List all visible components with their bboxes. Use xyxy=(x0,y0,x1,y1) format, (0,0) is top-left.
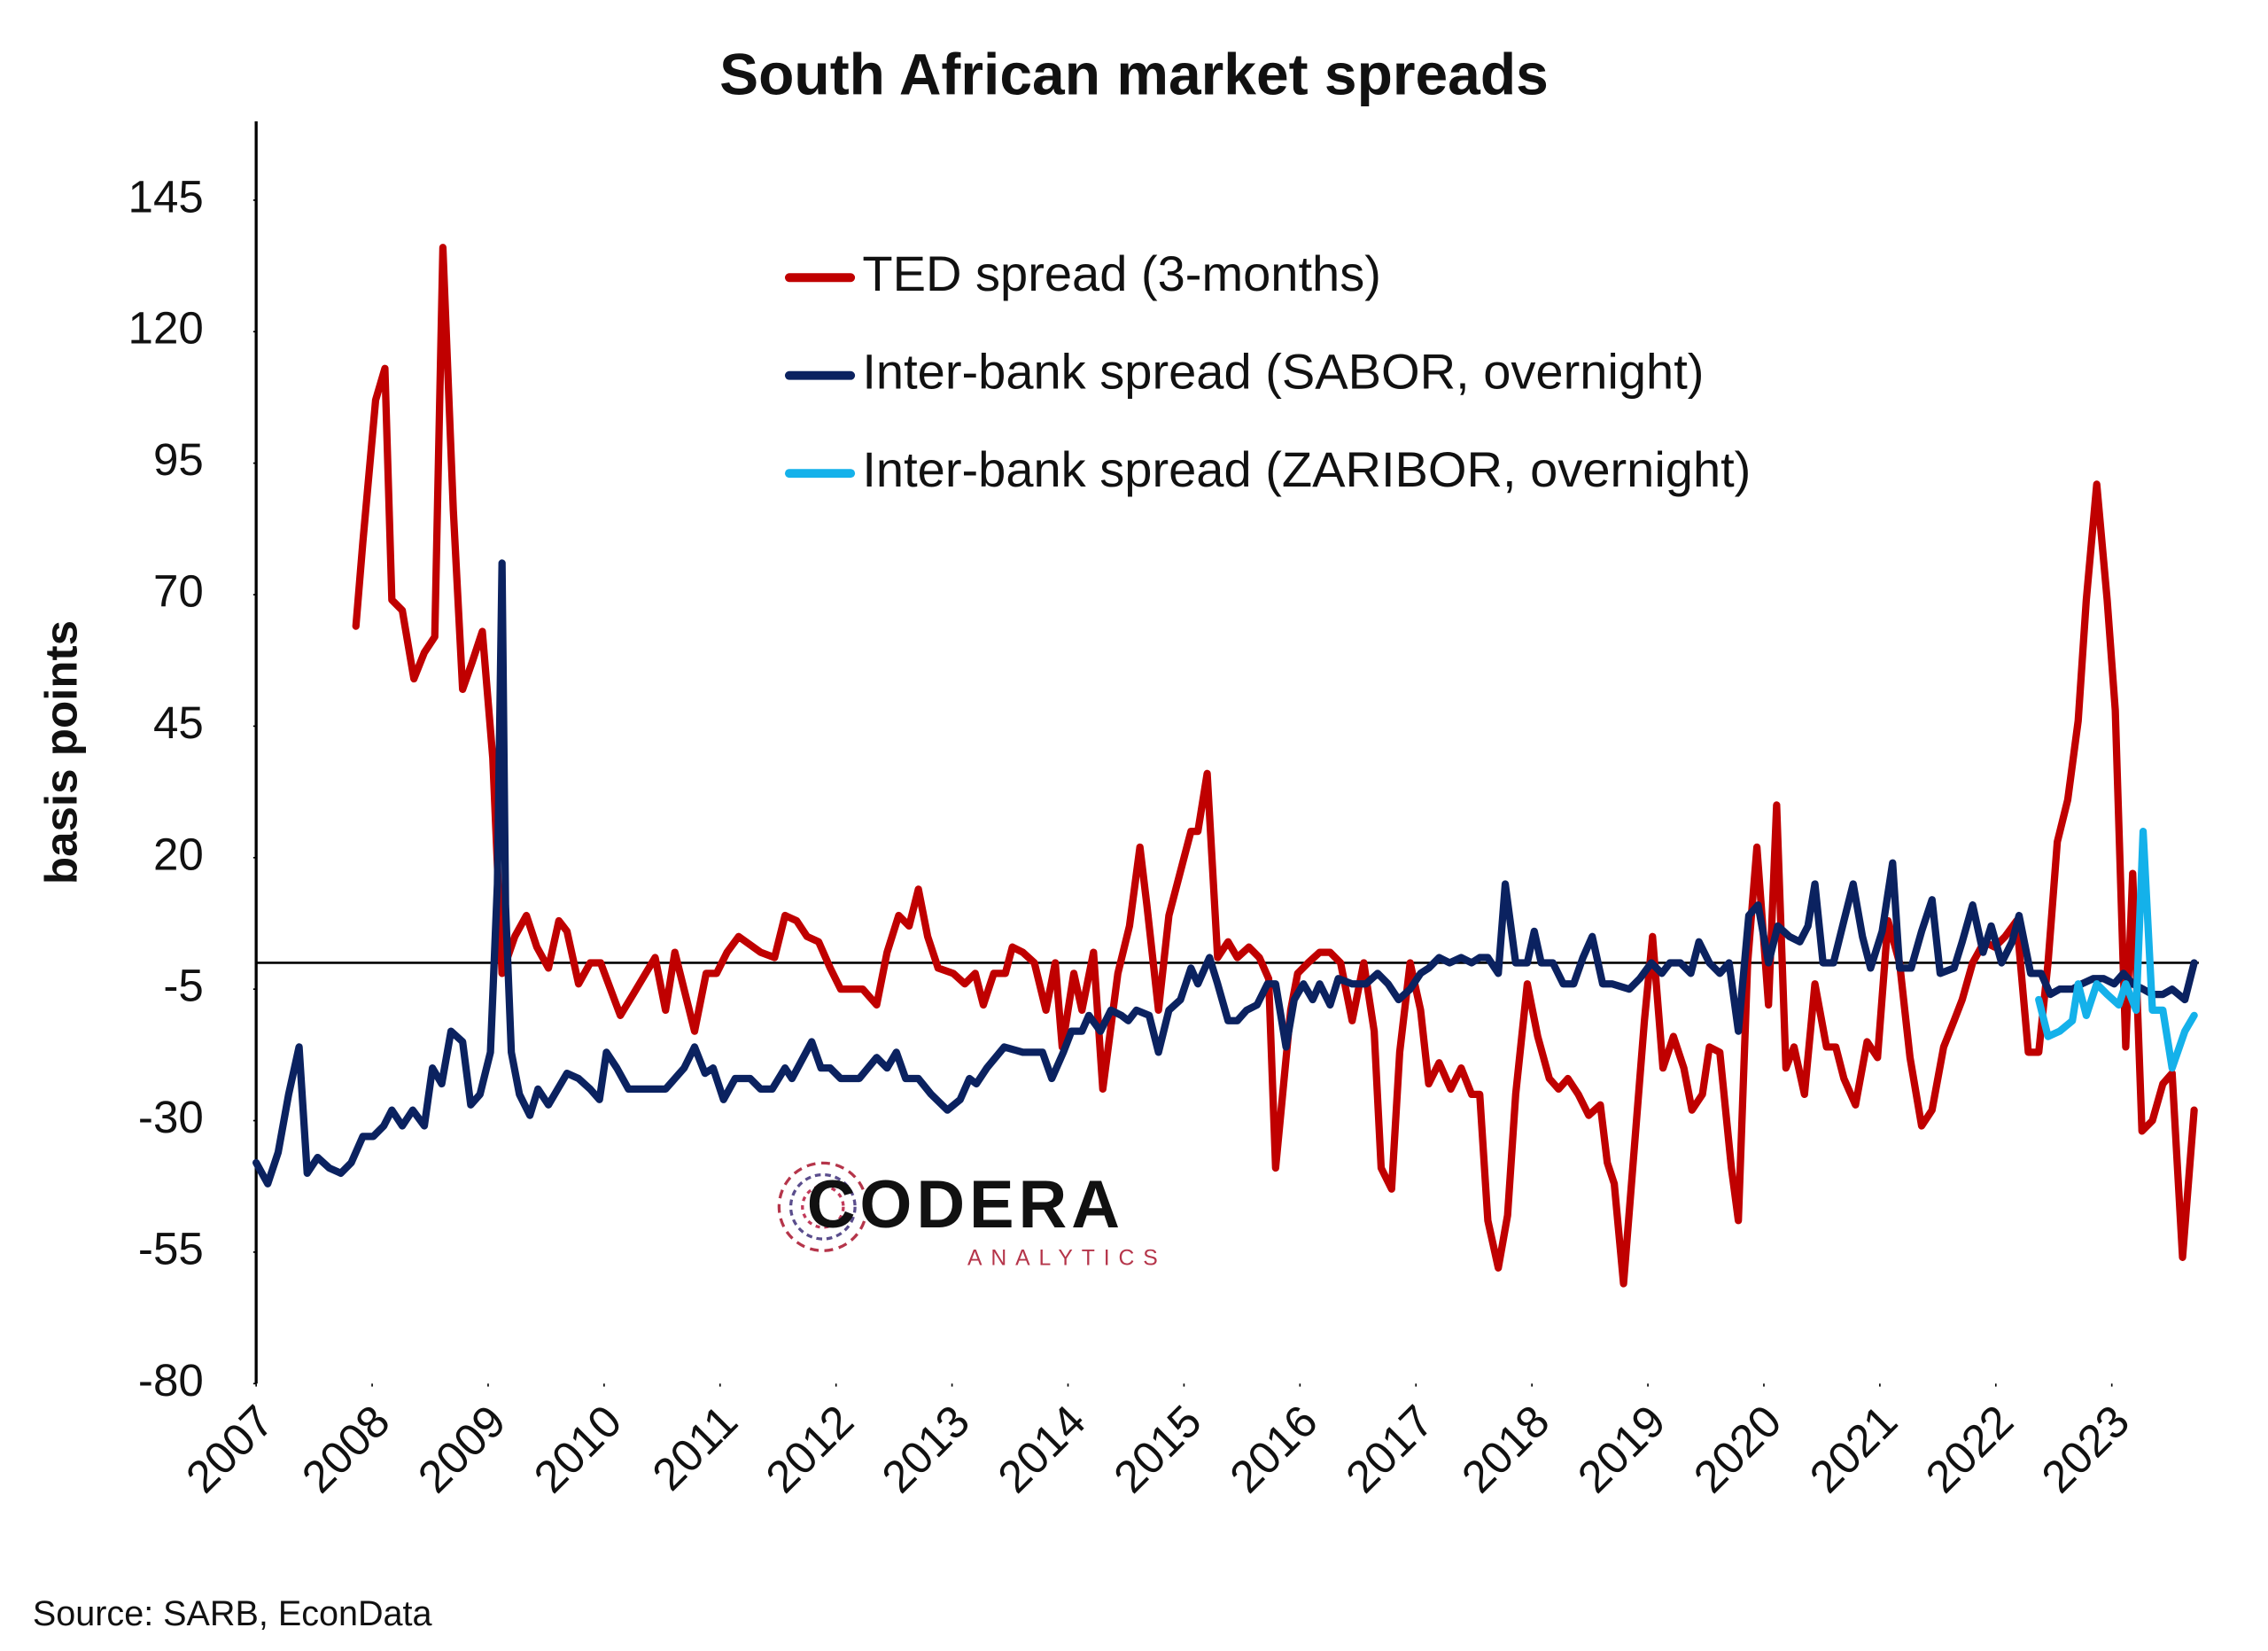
logo-ring xyxy=(788,1172,857,1241)
x-tick-label: 2008 xyxy=(292,1396,400,1503)
x-tick-label: 2016 xyxy=(1220,1396,1327,1503)
logo-ring xyxy=(777,1161,868,1252)
chart-title: South African market spreads xyxy=(719,41,1549,106)
logo-text: CODERA xyxy=(807,1167,1124,1242)
x-tick-label: 2017 xyxy=(1336,1396,1443,1503)
y-tick-label: 20 xyxy=(153,829,204,879)
y-tick-label: -5 xyxy=(163,961,203,1011)
y-tick-label: -30 xyxy=(138,1092,204,1142)
watermark-logo: CODERA ANALYTICS xyxy=(777,1161,1167,1271)
y-tick-label: 95 xyxy=(153,434,204,485)
x-tick-label: 2023 xyxy=(2032,1396,2140,1503)
series-line xyxy=(2035,827,2198,1072)
y-tick-label: 120 xyxy=(128,303,204,354)
x-tick-label: 2019 xyxy=(1568,1396,1675,1503)
x-tick-label: 2018 xyxy=(1452,1396,1559,1503)
legend: TED spread (3-months) Inter-bank spread (… xyxy=(784,245,1751,497)
legend-label: Inter-bank spread (ZARIBOR, overnight) xyxy=(862,441,1751,497)
series-line xyxy=(252,559,2198,1188)
legend-label: TED spread (3-months) xyxy=(862,245,1381,301)
x-tick-label: 2013 xyxy=(872,1396,979,1503)
y-tick-label: -80 xyxy=(138,1355,204,1406)
x-tick-label: 2021 xyxy=(1800,1396,1907,1503)
y-tick-label: 70 xyxy=(153,566,204,617)
x-tick-label: 2012 xyxy=(757,1396,864,1503)
y-tick-label: 45 xyxy=(153,697,204,748)
y-tick-label: -55 xyxy=(138,1223,204,1273)
y-axis-label: basis points xyxy=(36,620,87,884)
x-tick-label: 2022 xyxy=(1916,1396,2023,1503)
x-tick-label: 2011 xyxy=(642,1396,747,1500)
series-line xyxy=(352,244,2198,1288)
x-tick-label: 2015 xyxy=(1104,1396,1211,1503)
legend-label: Inter-bank spread (SABOR, overnight) xyxy=(862,344,1704,400)
x-tick-label: 2014 xyxy=(988,1396,1095,1503)
logo-ring xyxy=(801,1185,845,1229)
x-tick-label: 2010 xyxy=(524,1396,632,1503)
x-tick-label: 2020 xyxy=(1684,1396,1791,1503)
x-tick-label: 2007 xyxy=(176,1396,284,1503)
y-tick-label: 145 xyxy=(128,171,204,222)
x-tick-label: 2009 xyxy=(408,1396,516,1503)
logo-subtext: ANALYTICS xyxy=(967,1247,1167,1271)
source-note: Source: SARB, EconData xyxy=(33,1594,432,1633)
